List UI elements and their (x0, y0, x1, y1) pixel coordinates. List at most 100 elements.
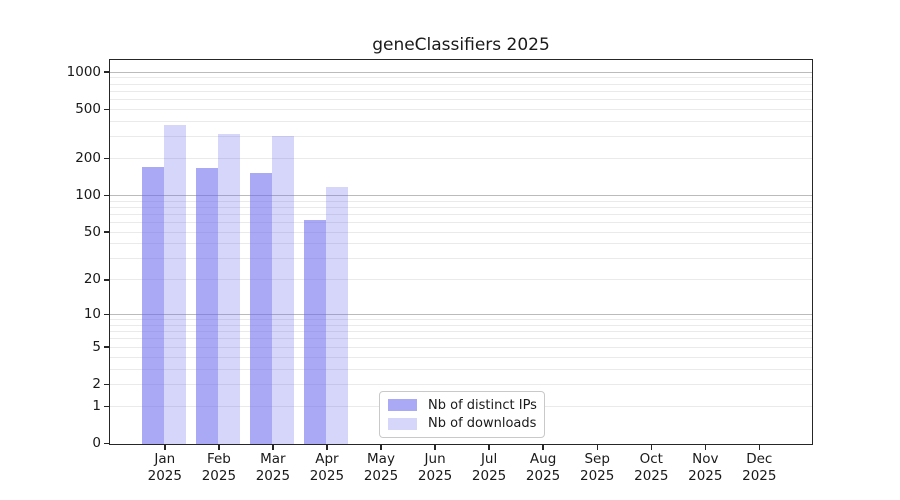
x-tick-label-may: May 2025 (349, 451, 413, 485)
gridline-minor-y-90 (110, 200, 812, 202)
gridline-minor-y-9 (110, 319, 812, 321)
y-tick-label-0: 0 (92, 435, 101, 451)
y-tick-20 (103, 279, 109, 281)
x-tick-dec (758, 445, 761, 450)
x-tick-month: Jul (480, 451, 498, 467)
legend-item-downloads: Nb of downloads (388, 416, 536, 431)
x-tick-year: 2025 (309, 468, 345, 484)
gridline-minor-y-60 (110, 222, 812, 223)
y-tick-10 (103, 313, 109, 316)
gridline-minor-y-400 (110, 120, 812, 122)
y-tick-label-100: 100 (75, 186, 101, 203)
legend-label-downloads: Nb of downloads (428, 416, 537, 432)
y-tick-label-10: 10 (83, 306, 101, 323)
x-tick-label-jul: Jul 2025 (457, 451, 521, 485)
chart-title: geneClassifiers 2025 (372, 35, 550, 55)
x-tick-month: Sep (584, 451, 610, 467)
bar-downloads-mar (272, 136, 295, 444)
legend-label-distinct-ips: Nb of distinct IPs (428, 397, 537, 413)
gridline-minor-y-3 (110, 368, 812, 370)
x-tick-jul (488, 445, 490, 450)
x-tick-year: 2025 (417, 468, 453, 484)
y-tick-0 (103, 442, 109, 445)
x-tick-label-jan: Jan 2025 (133, 451, 197, 485)
bar-downloads-feb (218, 133, 241, 444)
gridline-minor-y-40 (110, 243, 812, 245)
gridline-minor-y-500 (110, 108, 812, 110)
x-tick-label-apr: Apr 2025 (295, 451, 359, 485)
gridline-minor-y-2 (110, 383, 812, 385)
gridline-major-y-10 (110, 314, 812, 316)
gridline-minor-y-200 (110, 157, 812, 159)
x-tick-label-dec: Dec 2025 (727, 451, 791, 485)
x-tick-label-feb: Feb 2025 (187, 451, 251, 485)
x-tick-jan (164, 445, 166, 450)
x-tick-year: 2025 (471, 468, 507, 484)
y-tick-label-200: 200 (75, 149, 101, 166)
x-tick-year: 2025 (201, 468, 237, 484)
legend-swatch-distinct-ips (388, 399, 417, 412)
x-tick-year: 2025 (525, 468, 561, 484)
y-tick-label-20: 20 (83, 271, 101, 288)
gridline-minor-y-30 (110, 258, 812, 260)
y-tick-label-2: 2 (92, 375, 101, 392)
x-tick-month: Nov (692, 451, 719, 467)
x-tick-label-sep: Sep 2025 (565, 451, 629, 485)
x-tick-mar (272, 445, 274, 450)
x-tick-aug (542, 445, 544, 450)
x-tick-month: Jan (154, 451, 176, 467)
legend-item-distinct-ips: Nb of distinct IPs (388, 397, 537, 413)
gridline-major-y-100 (110, 194, 812, 196)
x-tick-month: Oct (639, 451, 663, 467)
x-tick-year: 2025 (580, 468, 615, 484)
gridline-major-y-1000 (110, 71, 812, 73)
y-tick-2 (103, 383, 109, 386)
x-tick-sep (596, 445, 598, 450)
y-tick-500 (103, 108, 109, 110)
y-tick-label-1000: 1000 (66, 63, 101, 80)
x-tick-label-oct: Oct 2025 (619, 451, 683, 485)
x-tick-year: 2025 (634, 468, 669, 484)
x-tick-month: May (367, 451, 395, 467)
bar-downloads-jan (164, 125, 187, 444)
legend-swatch-downloads (388, 417, 417, 430)
x-tick-month: Jun (424, 451, 446, 467)
gridline-minor-y-5 (110, 346, 812, 348)
bar-distinct-ips-jan (142, 166, 165, 444)
x-tick-label-mar: Mar 2025 (241, 451, 305, 485)
plot-area (109, 59, 813, 445)
gridline-minor-y-6 (110, 338, 812, 340)
x-tick-year: 2025 (147, 468, 182, 484)
legend: Nb of distinct IPs Nb of downloads (379, 391, 545, 438)
x-tick-may (380, 445, 382, 450)
bar-distinct-ips-feb (196, 168, 219, 444)
x-tick-month: Feb (206, 451, 231, 467)
gridline-minor-y-8 (110, 324, 812, 326)
x-tick-jun (434, 445, 436, 450)
x-tick-month: Mar (260, 451, 286, 467)
gridline-minor-y-20 (110, 279, 812, 281)
y-tick-1 (103, 405, 109, 407)
x-tick-apr (326, 445, 328, 450)
y-tick-50 (103, 231, 109, 233)
y-tick-100 (103, 194, 109, 197)
x-tick-year: 2025 (742, 468, 777, 484)
gridline-minor-y-300 (110, 136, 812, 138)
gridline-minor-y-700 (110, 90, 812, 92)
bar-downloads-apr (326, 187, 349, 444)
y-tick-200 (103, 157, 109, 160)
bar-distinct-ips-apr (304, 219, 327, 444)
gridline-minor-y-600 (110, 99, 812, 100)
bar-distinct-ips-mar (250, 172, 273, 444)
gridline-minor-y-50 (110, 231, 812, 233)
x-tick-feb (218, 445, 220, 450)
y-tick-label-1: 1 (92, 397, 101, 414)
gridline-minor-y-900 (110, 77, 812, 79)
y-tick-label-500: 500 (75, 100, 101, 117)
x-tick-month: Apr (315, 451, 339, 467)
x-tick-year: 2025 (363, 468, 399, 484)
x-tick-label-jun: Jun 2025 (403, 451, 467, 485)
x-tick-label-aug: Aug 2025 (511, 451, 575, 485)
x-tick-month: Dec (746, 451, 773, 467)
